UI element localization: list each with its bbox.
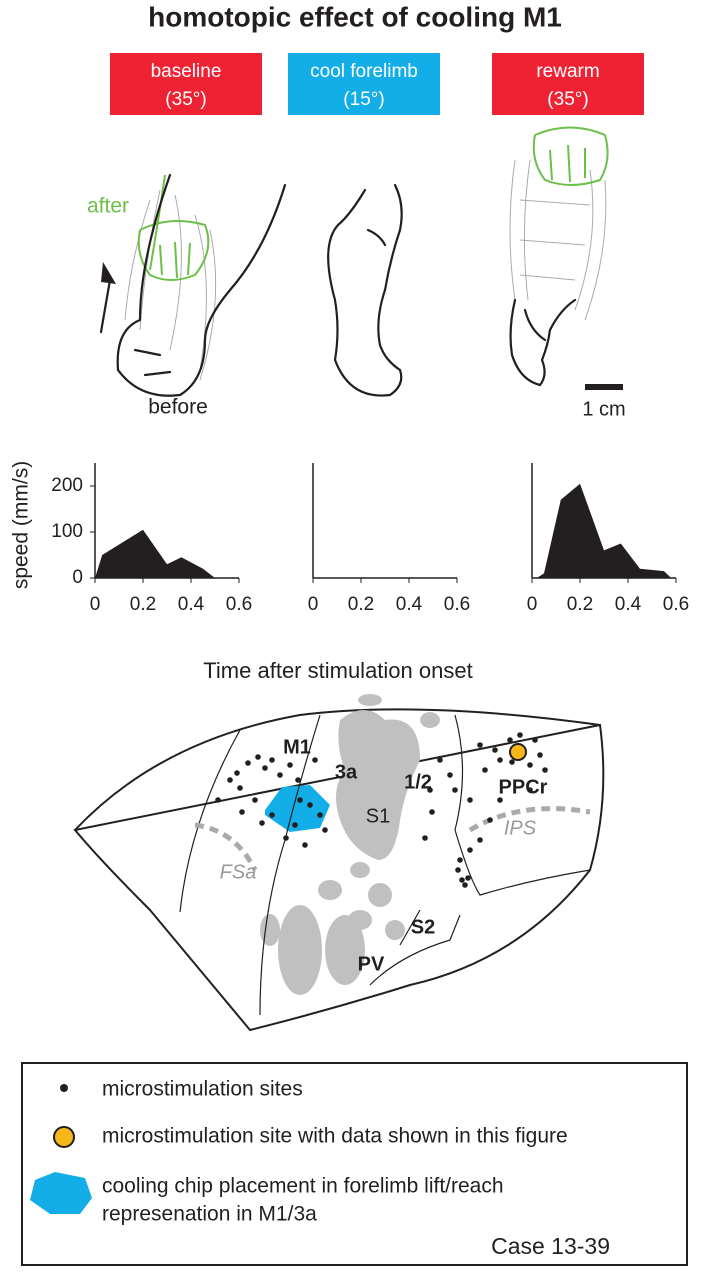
map-label: PV [358, 953, 385, 975]
x-tick-label: 0.4 [396, 594, 423, 615]
x-axis-title: Time after stimulation onset [203, 658, 472, 683]
condition-label: cool forelimb [310, 61, 418, 82]
map-label: IPS [504, 817, 537, 839]
x-tick-label: 0.6 [444, 594, 470, 615]
x-tick-label: 0 [90, 594, 101, 615]
x-tick-label: 0.4 [615, 594, 642, 615]
condition-box [288, 53, 440, 115]
legend-entry: represenation in M1/3a [102, 1203, 317, 1226]
charts: 0 0.2 0.4 0.6 0 100 200 speed (mm/s) 0 0.2 0.4 0.6 0… [10, 461, 690, 615]
brain-map [73, 694, 605, 1032]
legend-box [21, 1062, 688, 1266]
speed-area [536, 483, 672, 578]
condition-temp: (35°) [547, 89, 588, 110]
map-label: M1 [283, 736, 311, 758]
map-label: S1 [366, 805, 390, 827]
condition-box [492, 53, 644, 115]
before-label: before [148, 396, 208, 419]
x-tick-label: 0 [308, 594, 319, 615]
x-tick-label: 0.6 [663, 594, 689, 615]
legend-entry: microstimulation site with data shown in… [102, 1125, 568, 1148]
after-label: after [87, 195, 129, 218]
condition-box [110, 53, 262, 115]
map-label: 1/2 [404, 771, 432, 793]
condition-temp: (35°) [165, 89, 206, 110]
x-tick-label: 0 [527, 594, 538, 615]
hand-drawings [99, 126, 623, 397]
map-label: FSa [220, 861, 257, 883]
map-label: S2 [411, 916, 435, 938]
condition-label: baseline [151, 61, 222, 82]
y-tick-label: 0 [72, 567, 83, 588]
x-tick-label: 0.4 [178, 594, 205, 615]
legend-entry: cooling chip placement in forelimb lift/… [102, 1175, 504, 1198]
y-axis-title: speed (mm/s) [10, 461, 33, 589]
y-tick-label: 100 [51, 521, 83, 542]
condition-boxes: baseline (35°) cool forelimb (15°) rewarm (35… [110, 53, 644, 115]
condition-label: rewarm [536, 61, 599, 82]
legend-entry: microstimulation sites [102, 1078, 303, 1101]
case-label: Case 13-39 [491, 1233, 610, 1259]
condition-temp: (15°) [343, 89, 384, 110]
speed-area [95, 529, 215, 578]
title: homotopic effect of cooling M1 [148, 1, 562, 32]
map-label: 3a [335, 761, 358, 783]
y-tick-label: 200 [51, 475, 83, 496]
x-tick-label: 0.2 [348, 594, 374, 615]
x-tick-label: 0.6 [226, 594, 252, 615]
map-label: PPCr [499, 776, 548, 798]
scale-label: 1 cm [582, 398, 625, 420]
x-tick-label: 0.2 [130, 594, 156, 615]
x-tick-label: 0.2 [567, 594, 593, 615]
